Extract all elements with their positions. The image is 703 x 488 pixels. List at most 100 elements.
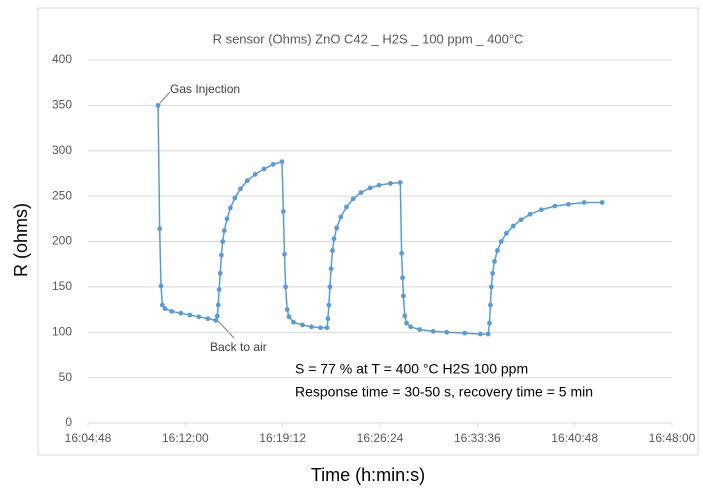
data-point xyxy=(159,302,165,308)
data-point xyxy=(581,200,587,205)
data-point xyxy=(318,325,323,331)
chart-area xyxy=(37,7,699,456)
data-point xyxy=(300,322,305,328)
data-point xyxy=(376,182,382,188)
y-tick-label: 50 xyxy=(59,370,73,384)
data-point xyxy=(358,190,364,195)
data-point xyxy=(494,248,500,253)
series-line xyxy=(157,105,603,335)
data-point xyxy=(309,324,314,330)
x-tick-label: 16:04:48 xyxy=(65,431,112,445)
data-point xyxy=(485,331,491,337)
data-point xyxy=(178,310,184,316)
leader-line xyxy=(217,320,235,339)
y-tick-label: 350 xyxy=(52,98,72,112)
data-point xyxy=(327,284,333,290)
data-point xyxy=(462,330,468,336)
data-point xyxy=(552,203,558,209)
leader-line xyxy=(159,91,171,104)
data-point xyxy=(162,306,168,312)
data-point xyxy=(430,328,436,334)
data-point xyxy=(238,186,243,192)
data-point xyxy=(503,230,509,236)
data-point xyxy=(279,159,285,165)
annotation: S = 77 % at T = 400 °C H2S 100 ppm xyxy=(295,361,528,377)
data-point xyxy=(221,228,227,234)
data-point xyxy=(187,312,193,318)
data-point xyxy=(492,259,497,264)
data-point xyxy=(401,293,406,299)
data-point xyxy=(399,250,405,256)
data-point xyxy=(224,216,230,222)
annotation: Response time = 30-50 s, recovery time =… xyxy=(295,384,593,400)
data-point xyxy=(218,252,224,258)
data-point xyxy=(417,327,423,332)
data-point xyxy=(338,214,344,220)
data-point xyxy=(158,283,164,289)
y-tick-label: 300 xyxy=(52,143,72,157)
data-point xyxy=(350,196,356,202)
data-point xyxy=(367,185,373,191)
data-point xyxy=(232,195,238,201)
x-tick-label: 16:48:00 xyxy=(649,431,696,445)
x-tick-label: 16:19:12 xyxy=(259,431,306,445)
data-point xyxy=(214,313,220,319)
data-point xyxy=(196,314,202,320)
data-point xyxy=(217,270,223,276)
data-point xyxy=(538,207,544,213)
y-tick-label: 400 xyxy=(52,52,72,66)
data-point xyxy=(404,320,409,326)
data-point xyxy=(400,275,405,281)
x-tick-label: 16:40:48 xyxy=(551,431,598,445)
data-point xyxy=(213,318,219,323)
data-point xyxy=(397,180,403,185)
data-point xyxy=(488,302,493,308)
data-point xyxy=(284,307,290,312)
data-point xyxy=(490,270,496,276)
data-point xyxy=(331,236,337,242)
chart-title: R sensor (Ohms) ZnO C42 _ H2S _ 100 ppm … xyxy=(213,31,524,46)
x-tick-label: 16:12:00 xyxy=(162,431,209,445)
annotation: Back to air xyxy=(210,340,267,354)
data-point xyxy=(527,211,533,217)
data-point xyxy=(334,225,340,231)
data-point xyxy=(155,102,161,108)
data-point xyxy=(252,171,258,177)
data-point xyxy=(518,217,524,223)
data-point xyxy=(498,239,504,244)
data-point xyxy=(220,239,226,244)
annotation: Gas Injection xyxy=(170,82,240,96)
data-point xyxy=(344,204,349,210)
data-point xyxy=(169,308,175,314)
data-point xyxy=(326,302,332,308)
data-point xyxy=(324,325,330,331)
y-tick-label: 250 xyxy=(52,188,72,202)
data-point xyxy=(444,329,450,335)
data-point xyxy=(387,181,393,186)
x-tick-label: 16:33:36 xyxy=(454,431,501,445)
data-point xyxy=(402,313,408,319)
x-axis-title: Time (h:min:s) xyxy=(311,465,425,485)
data-point xyxy=(270,161,276,167)
data-point xyxy=(328,266,334,272)
data-point xyxy=(216,287,222,292)
data-point xyxy=(283,284,288,290)
data-point xyxy=(488,284,494,290)
data-point xyxy=(510,223,516,229)
data-point xyxy=(325,316,331,322)
data-point xyxy=(157,226,163,232)
data-point xyxy=(291,319,296,325)
data-point xyxy=(261,166,267,172)
y-tick-label: 200 xyxy=(52,234,72,248)
y-tick-label: 150 xyxy=(52,279,72,293)
data-point xyxy=(565,201,571,207)
y-tick-label: 100 xyxy=(52,324,72,338)
data-point xyxy=(408,324,414,330)
x-tick-label: 16:26:24 xyxy=(357,431,404,445)
data-point xyxy=(215,302,221,308)
data-point xyxy=(330,248,335,253)
data-point xyxy=(599,200,605,205)
data-point xyxy=(286,314,292,320)
data-point xyxy=(244,178,250,184)
